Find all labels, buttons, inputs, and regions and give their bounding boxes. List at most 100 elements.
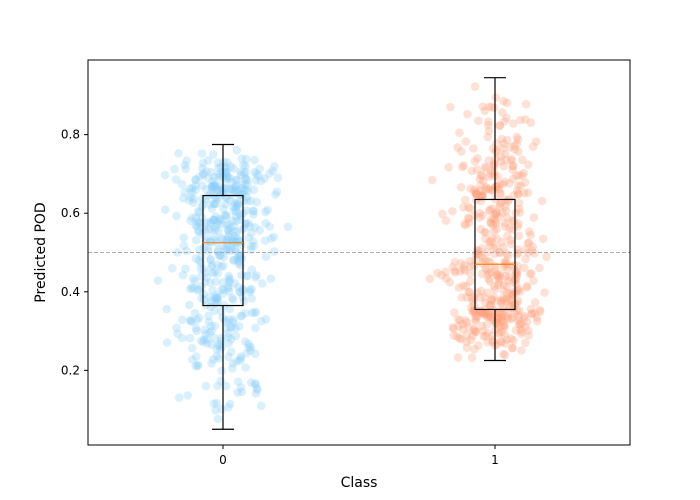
data-point xyxy=(187,317,197,326)
data-point xyxy=(470,187,479,197)
data-point xyxy=(506,239,516,249)
data-point xyxy=(497,313,507,323)
data-point xyxy=(199,222,208,232)
y-axis-label: Predicted POD xyxy=(33,202,49,302)
data-point xyxy=(510,299,519,309)
data-point xyxy=(193,286,202,295)
data-point xyxy=(242,271,252,281)
data-point xyxy=(241,337,250,346)
data-point xyxy=(201,330,210,339)
data-point xyxy=(230,279,239,288)
data-point xyxy=(208,185,217,194)
data-point xyxy=(193,207,203,216)
data-point xyxy=(474,116,483,125)
data-point xyxy=(194,284,203,294)
data-point xyxy=(225,275,234,285)
data-point xyxy=(214,186,223,195)
data-point xyxy=(489,243,499,253)
data-point xyxy=(225,173,235,183)
data-point xyxy=(233,201,242,211)
data-point xyxy=(272,187,282,197)
data-point xyxy=(221,199,230,209)
data-point xyxy=(225,399,235,409)
data-point xyxy=(514,231,524,241)
data-point xyxy=(476,170,486,180)
data-point xyxy=(236,167,245,177)
data-point xyxy=(199,243,208,253)
plot-frame xyxy=(87,59,631,446)
data-point xyxy=(532,316,542,326)
data-point xyxy=(476,306,485,316)
y-tick-label: 0.8 xyxy=(61,128,80,142)
data-point xyxy=(186,315,195,325)
x-tick-label: 1 xyxy=(491,453,499,467)
data-point xyxy=(493,272,503,282)
data-point xyxy=(464,323,474,332)
data-point xyxy=(227,185,237,195)
data-point xyxy=(469,300,479,310)
data-point xyxy=(475,208,485,218)
data-point xyxy=(524,331,533,340)
data-point xyxy=(244,218,253,228)
data-point xyxy=(161,205,170,214)
data-point xyxy=(503,308,513,318)
data-point xyxy=(241,308,250,318)
data-point xyxy=(456,259,466,268)
data-point xyxy=(203,173,213,183)
data-point xyxy=(496,189,505,199)
data-point xyxy=(455,267,465,276)
data-point xyxy=(500,258,509,267)
data-point xyxy=(509,277,518,287)
data-point xyxy=(252,169,261,179)
data-point xyxy=(488,233,497,243)
data-point xyxy=(460,260,469,270)
data-point xyxy=(234,259,243,268)
data-point xyxy=(493,296,502,306)
data-point xyxy=(493,320,503,329)
data-point xyxy=(476,251,486,261)
data-point xyxy=(466,184,475,193)
data-point xyxy=(501,201,510,211)
data-point xyxy=(217,404,227,414)
data-point xyxy=(232,175,242,185)
data-point xyxy=(211,212,220,221)
data-point xyxy=(513,181,523,190)
data-point xyxy=(511,308,520,318)
data-point xyxy=(501,206,511,216)
data-point xyxy=(449,331,459,340)
data-point xyxy=(529,213,539,222)
data-point xyxy=(457,147,466,156)
data-point xyxy=(215,214,224,224)
data-point xyxy=(191,180,200,190)
data-point xyxy=(492,209,501,218)
data-point xyxy=(245,222,255,231)
data-point xyxy=(496,152,506,161)
data-point xyxy=(513,135,523,144)
data-point xyxy=(507,334,516,343)
data-point xyxy=(516,115,525,125)
data-point xyxy=(206,321,216,331)
data-point xyxy=(224,332,233,342)
data-point xyxy=(186,216,195,225)
data-point xyxy=(210,297,220,307)
data-point xyxy=(237,311,247,320)
data-point xyxy=(524,238,533,248)
data-point xyxy=(239,160,248,170)
data-point xyxy=(252,197,262,207)
data-point xyxy=(482,320,492,329)
data-point xyxy=(475,174,485,184)
data-point xyxy=(210,293,220,303)
data-point xyxy=(210,181,220,191)
data-point xyxy=(153,276,163,285)
data-point xyxy=(270,162,279,171)
data-point xyxy=(242,175,252,185)
data-point xyxy=(501,149,510,159)
data-point xyxy=(499,96,508,106)
data-point xyxy=(427,175,437,185)
data-point xyxy=(511,275,521,284)
data-point xyxy=(213,269,223,278)
data-point xyxy=(450,308,459,317)
data-point xyxy=(241,154,251,164)
data-point xyxy=(229,186,239,196)
